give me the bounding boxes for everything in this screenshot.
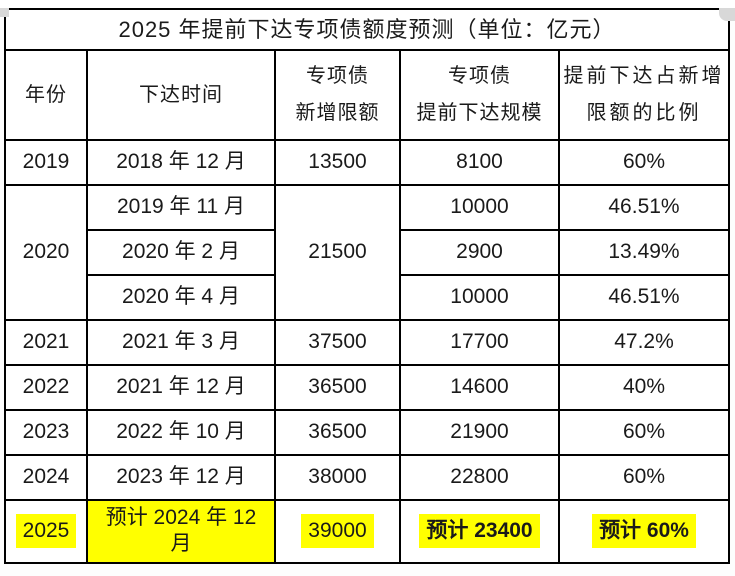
cell-time: 2018 年 12 月 <box>86 139 276 186</box>
cell-time: 2020 年 2 月 <box>86 229 276 276</box>
table-row: 2020 年 2 月 2900 13.49% <box>5 229 730 276</box>
table-row: 2020 年 4 月 10000 46.51% <box>5 274 730 321</box>
cell-ratio: 46.51% <box>558 274 730 321</box>
column-header-advance-scale: 专项债 提前下达规模 <box>399 49 560 141</box>
column-header-label: 下达时间 <box>139 83 223 106</box>
table-row: 2020 2019 年 11 月 21500 10000 46.51% <box>4 184 730 321</box>
cell-time: 2021 年 3 月 <box>86 319 276 366</box>
column-header-label: 提前下达占新增 <box>563 65 725 87</box>
cell-scale: 21900 <box>399 409 560 456</box>
table-row: 2022 2021 年 12 月 36500 14600 40% <box>4 364 730 411</box>
cell-ratio: 60% <box>558 409 730 456</box>
cell-scale: 预计 23400 <box>399 499 560 564</box>
cell-ratio: 47.2% <box>558 319 730 366</box>
cell-time: 2023 年 12 月 <box>86 454 276 501</box>
cell-time: 2019 年 11 月 <box>86 184 276 231</box>
highlighted-value: 预计 2024 年 12 月 <box>89 501 273 561</box>
cell-quota: 36500 <box>274 409 401 456</box>
table-row-forecast: 2025 预计 2024 年 12 月 39000 预计 23400 预计 60… <box>4 499 730 564</box>
cell-year: 2023 <box>4 409 88 456</box>
cell-quota: 13500 <box>274 139 401 186</box>
cell-time: 2020 年 4 月 <box>86 274 276 321</box>
cell-ratio: 60% <box>558 139 730 186</box>
cell-quota: 37500 <box>274 319 401 366</box>
cell-quota: 38000 <box>274 454 401 501</box>
cell-scale: 22800 <box>399 454 560 501</box>
cell-ratio: 60% <box>558 454 730 501</box>
column-header-label: 限额的比例 <box>586 102 702 124</box>
column-header-ratio: 提前下达占新增 限额的比例 <box>558 49 730 141</box>
page: 2025 年提前下达专项债额度预测（单位：亿元） 年份 下达时间 专项债 新增限… <box>0 8 735 576</box>
column-header-label: 年份 <box>25 83 67 106</box>
cell-scale: 10000 <box>399 184 560 231</box>
cell-scale: 10000 <box>399 274 560 321</box>
highlighted-value: 39000 <box>301 514 374 549</box>
column-header-new-quota: 专项债 新增限额 <box>274 49 401 141</box>
cell-ratio: 46.51% <box>558 184 730 231</box>
cell-year: 2022 <box>4 364 88 411</box>
column-header-year: 年份 <box>4 49 88 141</box>
column-header-label: 专项债 <box>448 65 511 87</box>
cell-ratio: 40% <box>558 364 730 411</box>
highlighted-value: 预计 60% <box>592 514 696 549</box>
cell-scale: 8100 <box>399 139 560 186</box>
cell-quota: 39000 <box>274 499 401 564</box>
cell-ratio: 13.49% <box>558 229 730 276</box>
screenshot-edge-artifact <box>719 8 735 21</box>
table-row: 2019 2018 年 12 月 13500 8100 60% <box>4 139 730 186</box>
cell-year-merged: 2020 <box>4 184 88 321</box>
column-header-time: 下达时间 <box>86 49 276 141</box>
highlighted-value: 2025 <box>15 514 77 549</box>
table-title: 2025 年提前下达专项债额度预测（单位：亿元） <box>4 8 730 51</box>
cell-ratio: 预计 60% <box>558 499 730 564</box>
cell-year: 2019 <box>4 139 88 186</box>
highlighted-value: 预计 23400 <box>419 514 540 549</box>
table-row: 2021 2021 年 3 月 37500 17700 47.2% <box>4 319 730 366</box>
table-row: 2024 2023 年 12 月 38000 22800 60% <box>4 454 730 501</box>
column-header-label: 新增限额 <box>295 102 380 124</box>
table-title-row: 2025 年提前下达专项债额度预测（单位：亿元） <box>4 8 730 51</box>
table-header-row: 年份 下达时间 专项债 新增限额 专项债 提前下达规模 提前下达占新增 <box>4 49 730 141</box>
cell-year: 2025 <box>4 499 88 564</box>
screenshot-edge-artifact <box>0 8 9 17</box>
cell-scale: 2900 <box>399 229 560 276</box>
cell-scale: 17700 <box>399 319 560 366</box>
cell-time: 2022 年 10 月 <box>86 409 276 456</box>
special-bond-forecast-table: 2025 年提前下达专项债额度预测（单位：亿元） 年份 下达时间 专项债 新增限… <box>4 8 730 564</box>
column-header-label: 专项债 <box>306 65 369 87</box>
cell-time: 预计 2024 年 12 月 <box>86 499 276 564</box>
table-row: 2023 2022 年 10 月 36500 21900 60% <box>4 409 730 456</box>
cell-time: 2021 年 12 月 <box>86 364 276 411</box>
cell-scale: 14600 <box>399 364 560 411</box>
column-header-label: 提前下达规模 <box>416 102 543 124</box>
cell-year: 2021 <box>4 319 88 366</box>
cell-quota-merged: 21500 <box>274 184 401 321</box>
cell-quota: 36500 <box>274 364 401 411</box>
cell-year: 2024 <box>4 454 88 501</box>
